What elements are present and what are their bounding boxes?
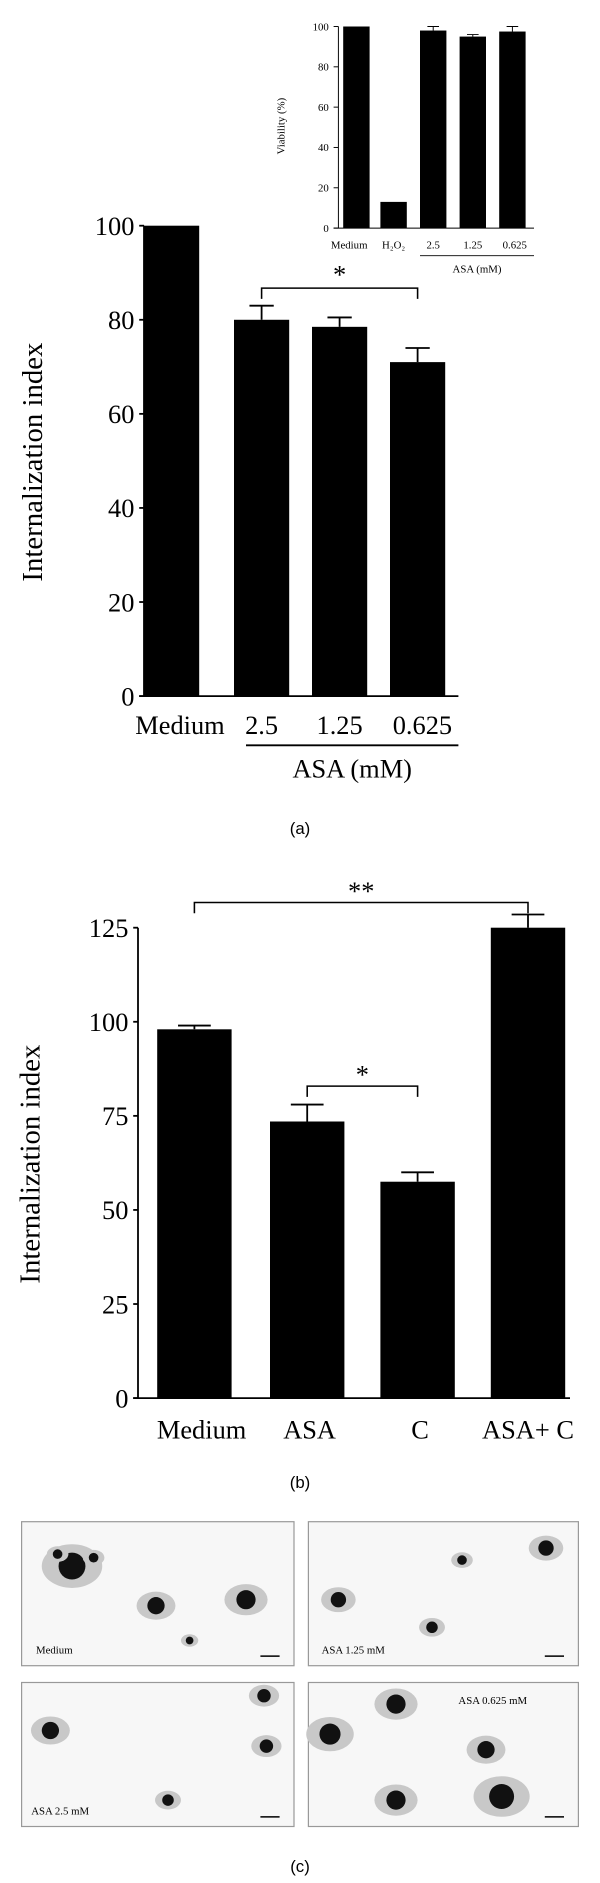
y-tick-label: 0 [115, 1383, 128, 1413]
bar [420, 30, 447, 229]
error-bar [427, 26, 440, 31]
caption: (b) [290, 1473, 311, 1492]
bar [459, 36, 486, 229]
x-tick-label: 0.625 [393, 710, 452, 740]
y-tick-label: 0 [121, 681, 134, 711]
nucleus [386, 1790, 406, 1810]
nucleus [538, 1540, 554, 1556]
x-tick-label: 1.25 [317, 710, 363, 740]
y-tick-label: 75 [102, 1101, 128, 1131]
image-label: ASA 0.625 mM [458, 1695, 527, 1707]
x-tick-label: 2.5 [426, 240, 440, 252]
bar [312, 326, 368, 697]
image-label: ASA 2.5 mM [31, 1806, 89, 1818]
y-axis-label: Internalization index [15, 1044, 47, 1284]
nucleus [162, 1794, 174, 1806]
nucleus [185, 1636, 194, 1645]
error-bar [466, 34, 479, 37]
nucleus [319, 1723, 341, 1745]
nucleus [236, 1590, 256, 1610]
caption: (a) [290, 819, 311, 838]
bar [499, 31, 526, 229]
y-tick-label: 20 [318, 183, 329, 195]
image-label: ASA 1.25 mM [322, 1645, 386, 1657]
significance-label: * [333, 259, 346, 289]
nucleus [88, 1552, 99, 1563]
bar [234, 319, 290, 697]
nucleus [477, 1741, 495, 1759]
y-tick-label: 100 [95, 211, 135, 241]
error-bar [511, 913, 545, 928]
x-tick-label: ASA [283, 1415, 336, 1445]
x-tick-label: 2.5 [245, 710, 278, 740]
error-bar [327, 316, 352, 327]
significance-label: * [356, 1060, 369, 1090]
group-label: ASA (mM) [453, 264, 502, 276]
micrograph [307, 1681, 579, 1828]
y-tick-label: 60 [318, 102, 329, 114]
y-tick-label: 125 [89, 913, 129, 943]
y-tick-label: 50 [102, 1195, 128, 1225]
error-bar [405, 347, 430, 363]
nucleus [52, 1549, 63, 1559]
significance-bracket [306, 1085, 419, 1097]
nucleus [147, 1597, 165, 1615]
x-tick-label: ASA+ C [482, 1415, 574, 1445]
nucleus [330, 1592, 347, 1608]
error-bar [178, 1024, 211, 1030]
nucleus [386, 1694, 406, 1714]
y-tick-label: 80 [318, 62, 329, 74]
significance-label: ** [348, 876, 374, 906]
nucleus [41, 1721, 60, 1740]
nucleus [457, 1555, 467, 1565]
group-label: ASA (mM) [292, 754, 412, 784]
bar [380, 1181, 455, 1399]
x-tick-label: C [411, 1415, 429, 1445]
y-tick-label: 0 [323, 223, 328, 235]
y-tick-label: 20 [108, 587, 134, 617]
y-tick-label: 40 [108, 493, 134, 523]
x-tick-label: Medium [331, 240, 368, 252]
nucleus [489, 1784, 515, 1809]
bar [380, 201, 407, 229]
x-tick-label: 0.625 [503, 240, 527, 252]
bar [157, 1029, 232, 1399]
x-tick-label: H₂O₂ [382, 240, 405, 252]
y-tick-label: 40 [318, 142, 329, 154]
y-axis-label: Internalization index [17, 342, 49, 582]
significance-bracket [193, 901, 529, 914]
x-tick-label: Medium [135, 710, 225, 740]
y-tick-label: 80 [108, 305, 134, 335]
y-tick-label: 25 [102, 1289, 128, 1319]
y-tick-label: 100 [313, 21, 329, 33]
error-bar [506, 26, 519, 32]
bar [490, 927, 566, 1399]
y-tick-label: 60 [108, 399, 134, 429]
bar [390, 362, 446, 697]
bar [270, 1121, 345, 1399]
bar [343, 26, 370, 229]
nucleus [259, 1739, 274, 1753]
error-bar [401, 1171, 434, 1182]
x-tick-label: 1.25 [463, 240, 482, 252]
significance-bracket [260, 287, 419, 299]
caption: (c) [290, 1857, 310, 1876]
nucleus [257, 1688, 271, 1703]
error-bar [290, 1103, 324, 1122]
x-tick-label: Medium [157, 1415, 247, 1445]
bar [144, 225, 200, 697]
y-tick-label: 100 [89, 1007, 129, 1037]
nucleus [426, 1621, 438, 1634]
error-bar [249, 304, 274, 320]
image-label: Medium [36, 1645, 73, 1657]
y-axis-label: Viability (%) [275, 97, 287, 154]
